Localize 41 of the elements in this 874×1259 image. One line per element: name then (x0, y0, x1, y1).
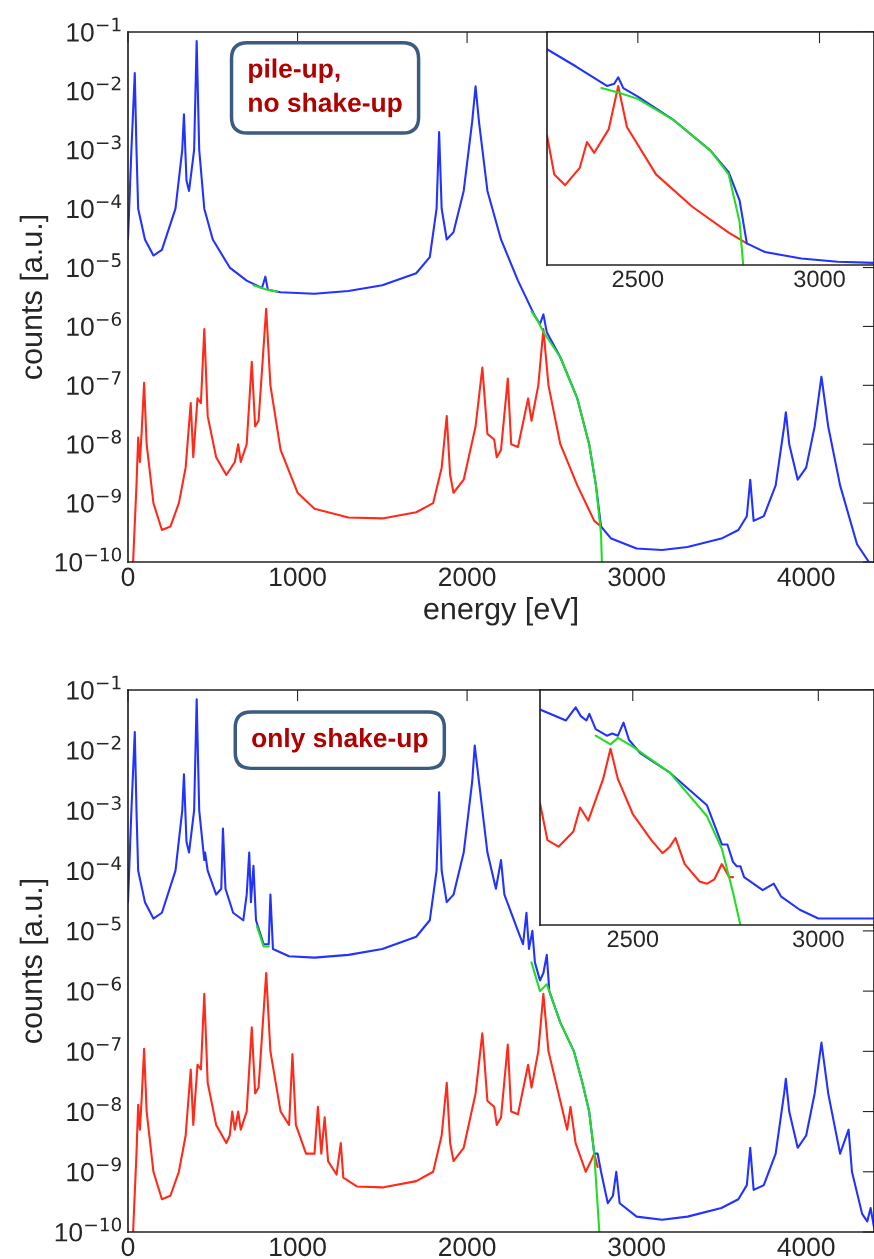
x-tick-label: 2500 (612, 270, 664, 288)
x-tick-label: 1000 (270, 567, 326, 587)
annotation: pile-up, no shake-up (249, 58, 402, 118)
x-tick-label: 2000 (439, 1237, 496, 1257)
y-tick-label: 10$^{−10}$ (55, 547, 122, 572)
line-series (128, 40, 870, 562)
line-series (132, 971, 599, 1232)
x-tick-label: 3000 (792, 930, 844, 948)
x-tick-label: 4000 (777, 1237, 835, 1257)
x-axis-title: energy [eV] (424, 597, 577, 626)
y-tick-label: 10$^{−3}$ (67, 135, 121, 160)
y-tick-label: 10$^{−4}$ (67, 856, 122, 881)
annotation: only shake-up (252, 727, 428, 753)
y-tick-label: 10$^{−6}$ (67, 976, 122, 1001)
y-tick-label: 10$^{−5}$ (67, 916, 121, 941)
y-tick-label: 10$^{−10}$ (55, 1217, 122, 1242)
x-tick-label: 3000 (608, 567, 665, 587)
y-tick-label: 10$^{−1}$ (67, 17, 121, 42)
x-tick-label: 3000 (608, 1237, 665, 1257)
x-tick-label: 3000 (794, 270, 845, 288)
x-tick-label: 0 (121, 1237, 135, 1257)
y-tick-label: 10$^{−8}$ (67, 429, 121, 454)
y-tick-label: 10$^{−9}$ (67, 1157, 121, 1182)
y-tick-label: 10$^{−8}$ (67, 1097, 121, 1122)
y-tick-label: 10$^{−4}$ (67, 194, 122, 219)
y-tick-label: 10$^{−7}$ (67, 1037, 121, 1061)
y-tick-label: 10$^{−9}$ (67, 488, 121, 513)
y-tick-label: 10$^{−7}$ (67, 371, 121, 395)
y-axis-title: counts [a.u.] (19, 215, 49, 379)
y-tick-label: 10$^{−2}$ (67, 76, 121, 101)
x-tick-label: 4000 (777, 567, 835, 587)
y-tick-label: 10$^{−2}$ (67, 735, 121, 760)
x-tick-label: 1000 (270, 1237, 326, 1257)
y-tick-label: 10$^{−1}$ (67, 675, 121, 700)
x-tick-label: 2000 (439, 567, 496, 587)
x-tick-label: 2500 (607, 930, 659, 948)
y-tick-label: 10$^{−5}$ (67, 253, 121, 278)
y-tick-label: 10$^{−6}$ (67, 311, 122, 337)
x-tick-label: 0 (121, 567, 135, 587)
y-tick-label: 10$^{−3}$ (67, 795, 121, 821)
y-axis-title: counts [a.u.] (19, 879, 49, 1043)
